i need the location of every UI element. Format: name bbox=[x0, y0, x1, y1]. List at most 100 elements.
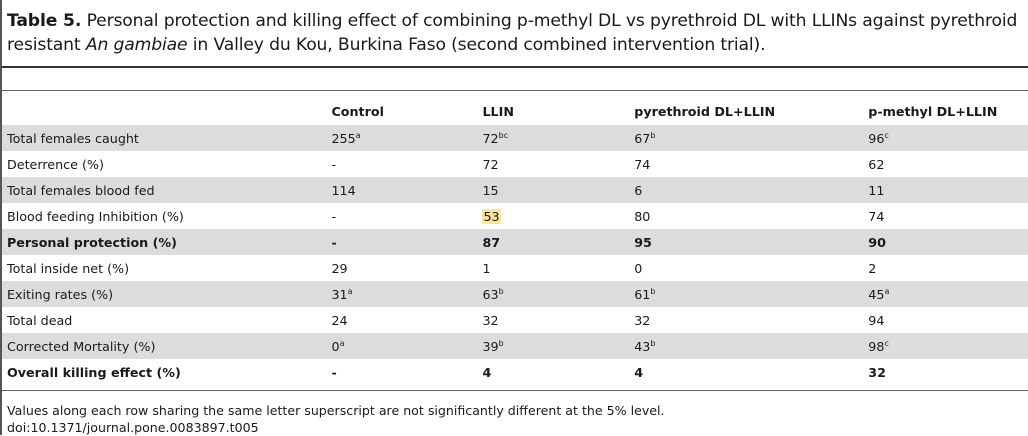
cell-value: 11 bbox=[868, 182, 885, 198]
table-cell: 96c bbox=[868, 125, 1028, 151]
table-cell: 15 bbox=[482, 177, 635, 203]
cell-value: 39 bbox=[482, 338, 499, 354]
cell-value: 29 bbox=[331, 260, 348, 276]
table-cell: 32 bbox=[634, 307, 868, 333]
cell-value: 32 bbox=[634, 312, 651, 328]
table-header: Control LLIN pyrethroid DL+LLIN p-methyl… bbox=[2, 98, 1028, 125]
cell-value: 87 bbox=[482, 234, 501, 250]
table-row: Blood feeding Inhibition (%) - 53 80 74 bbox=[2, 203, 1028, 229]
table-cell: 74 bbox=[868, 203, 1028, 229]
cell-value: 32 bbox=[868, 364, 886, 380]
cell-value: 74 bbox=[634, 156, 651, 172]
cell-value: 1 bbox=[482, 260, 491, 276]
cell-value: 67 bbox=[634, 130, 651, 146]
significance-superscript: b bbox=[650, 338, 656, 348]
cell-value: 31 bbox=[331, 286, 348, 302]
table-cell: 94 bbox=[868, 307, 1028, 333]
significance-superscript: b bbox=[650, 286, 656, 296]
table-top-rule bbox=[2, 90, 1028, 91]
significance-superscript: bc bbox=[498, 130, 509, 140]
table-cell: - bbox=[331, 203, 482, 229]
row-label: Blood feeding Inhibition (%) bbox=[7, 208, 184, 224]
caption-species: An gambiae bbox=[85, 35, 188, 55]
table-cell: 80 bbox=[634, 203, 868, 229]
table-cell: 72 bbox=[482, 151, 634, 177]
cell-value: 4 bbox=[482, 364, 492, 380]
cell-value: 72 bbox=[482, 156, 499, 172]
cell-value: 6 bbox=[634, 182, 643, 198]
table-cell: 255a bbox=[331, 125, 483, 151]
table-cell: 32 bbox=[868, 359, 1028, 385]
table-row: Deterrence (%) - 72 74 62 bbox=[2, 151, 1028, 177]
table-cell: 4 bbox=[482, 359, 634, 385]
table-body: Total females caught 255a 72bc 67b 96c Deterr… bbox=[2, 125, 1028, 385]
significance-superscript: b bbox=[498, 286, 504, 296]
table-cell: 114 bbox=[331, 177, 483, 203]
table-row: Total dead 24 32 32 94 bbox=[2, 307, 1028, 333]
row-label: Total females blood fed bbox=[2, 177, 332, 203]
header-cell-llin: LLIN bbox=[482, 104, 514, 119]
table-cell: 6 bbox=[634, 177, 869, 203]
row-label: Exiting rates (%) bbox=[2, 281, 332, 307]
table-cell: 24 bbox=[331, 307, 482, 333]
cell-value: - bbox=[331, 364, 337, 380]
header-row: Control LLIN pyrethroid DL+LLIN p-methyl… bbox=[2, 98, 1028, 125]
significance-superscript: a bbox=[884, 286, 890, 296]
table-cell: 2 bbox=[868, 255, 1028, 281]
table-row: Total inside net (%) 29 1 0 2 bbox=[2, 255, 1028, 281]
caption-text: Personal protection and killing effect o… bbox=[7, 11, 1018, 55]
cell-value: 24 bbox=[331, 312, 348, 328]
significance-superscript: a bbox=[355, 130, 361, 140]
significance-superscript: c bbox=[884, 130, 889, 140]
cell-value: - bbox=[331, 156, 337, 172]
row-label: Deterrence (%) bbox=[7, 156, 104, 172]
significance-superscript: a bbox=[339, 338, 345, 348]
cell-value: - bbox=[331, 208, 337, 224]
cell-value: 72 bbox=[482, 130, 499, 146]
cell-value: 62 bbox=[868, 156, 885, 172]
table-cell: 0a bbox=[331, 333, 483, 359]
table-cell: 45a bbox=[868, 281, 1028, 307]
table-cell: 11 bbox=[868, 177, 1028, 203]
table-cell: 87 bbox=[482, 229, 635, 255]
data-table: Control LLIN pyrethroid DL+LLIN p-methyl… bbox=[2, 98, 1028, 385]
table-cell: 98c bbox=[868, 333, 1028, 359]
table-cell: - bbox=[331, 229, 483, 255]
cell-value: 4 bbox=[634, 364, 644, 380]
significance-superscript: c bbox=[884, 338, 889, 348]
table-cell: 4 bbox=[634, 359, 868, 385]
header-cell-label bbox=[2, 98, 331, 125]
table-cell: 67b bbox=[634, 125, 869, 151]
table-cell: 0 bbox=[634, 255, 868, 281]
cell-value: 15 bbox=[482, 182, 499, 198]
table-cell: 90 bbox=[868, 229, 1028, 255]
significance-superscript: b bbox=[650, 130, 656, 140]
highlighted-cell-value: 53 bbox=[482, 208, 501, 224]
header-cell-pyrethroid-dl-llin: pyrethroid DL+LLIN bbox=[634, 104, 776, 119]
table-cell: 43b bbox=[634, 333, 869, 359]
table-row: Personal protection (%) - 87 95 90 bbox=[2, 229, 1028, 255]
table-cell: 61b bbox=[634, 281, 869, 307]
table-cell: - bbox=[331, 151, 482, 177]
table-cell: 32 bbox=[482, 307, 634, 333]
cell-value: 98 bbox=[868, 338, 885, 354]
left-border-rule bbox=[0, 0, 2, 435]
header-cell-p-methyl-dl-llin: p-methyl DL+LLIN bbox=[868, 104, 998, 119]
cell-value: 43 bbox=[634, 338, 651, 354]
cell-value: 255 bbox=[331, 130, 356, 146]
significance-superscript: b bbox=[498, 338, 504, 348]
cell-value: 94 bbox=[868, 312, 885, 328]
cell-value: 114 bbox=[331, 182, 356, 198]
table-cell: 1 bbox=[482, 255, 634, 281]
significance-superscript: a bbox=[347, 286, 353, 296]
table-bottom-rule bbox=[2, 390, 1028, 391]
cell-value: 96 bbox=[868, 130, 885, 146]
table-cell: 53 bbox=[482, 203, 634, 229]
caption-text-end: in Valley du Kou, Burkina Faso (second c… bbox=[192, 35, 766, 55]
table-row: Overall killing effect (%) - 4 4 32 bbox=[2, 359, 1028, 385]
table-cell: 31a bbox=[331, 281, 483, 307]
table-cell: 29 bbox=[331, 255, 482, 281]
cell-value: 63 bbox=[482, 286, 499, 302]
cell-value: 95 bbox=[634, 234, 652, 250]
cell-value: 74 bbox=[868, 208, 885, 224]
